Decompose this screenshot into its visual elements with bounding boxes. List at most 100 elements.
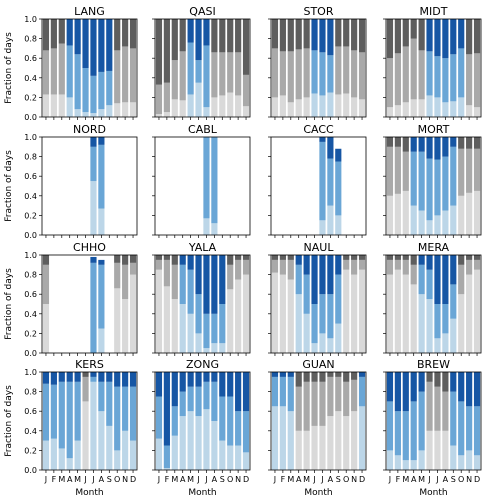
bar-segment — [235, 95, 242, 117]
bar-segment — [319, 220, 326, 235]
bar-segment — [90, 181, 97, 235]
bar-segment — [351, 379, 358, 412]
bar-segment — [426, 372, 433, 382]
bar-segment — [327, 255, 334, 295]
bar-segment — [303, 313, 310, 353]
bar-segment — [187, 94, 194, 117]
bar-segment — [303, 274, 310, 314]
xtick-label: M — [402, 475, 409, 484]
bar-segment — [271, 272, 279, 353]
bar-segment — [358, 259, 366, 270]
bar-segment — [394, 105, 401, 117]
bar-segment — [402, 190, 409, 235]
bar-segment — [394, 193, 401, 235]
bar-segment — [129, 386, 137, 441]
subplot: YALA — [152, 241, 251, 356]
bar-segment — [410, 38, 417, 100]
bar-segment — [394, 269, 401, 353]
bar-segment — [434, 304, 441, 339]
bar-segment — [179, 19, 186, 52]
bar-segment — [327, 376, 334, 417]
bar-segment — [171, 372, 178, 407]
xtick-label: J — [44, 475, 47, 484]
bar-segment — [74, 381, 81, 441]
bar-segment — [358, 255, 366, 260]
bar-segment — [155, 259, 163, 270]
bar-segment — [271, 406, 279, 470]
y-axis-label: Fraction of days — [4, 385, 14, 457]
bar-segment — [219, 255, 226, 304]
ytick-label: 0.0 — [24, 231, 37, 240]
bar-segment — [450, 255, 457, 285]
bar-segment — [442, 333, 449, 353]
subplot: CACC — [268, 123, 367, 238]
bar-segment — [114, 288, 121, 353]
xtick-label: F — [281, 475, 286, 484]
bar-segment — [327, 416, 334, 470]
bar-segment — [358, 372, 366, 377]
axes-frame — [154, 18, 251, 118]
bar-segment — [442, 102, 449, 117]
bar-segment — [311, 372, 318, 382]
bar-segment — [90, 256, 97, 263]
bar-segment — [155, 438, 163, 470]
y-axis-label: Fraction of days — [4, 268, 14, 340]
subplot: LANG 0.0 0.2 0.4 0.6 0.8 1.0 Fraction of days — [4, 5, 138, 122]
ytick-label: 0.4 — [24, 192, 37, 201]
xtick-label: A — [180, 475, 186, 484]
subplot-title: MIDT — [420, 5, 448, 18]
subplot: QASI — [152, 5, 251, 120]
bar-segment — [394, 19, 401, 54]
bar-segment — [287, 102, 294, 117]
xtick-label: J — [91, 475, 94, 484]
xtick-label: D — [359, 475, 365, 484]
xtick-label: M — [418, 475, 425, 484]
axes-frame — [270, 136, 367, 236]
bar-segment — [195, 416, 202, 470]
bar-segment — [466, 274, 473, 353]
bar-segment — [171, 299, 178, 353]
bar-segment — [351, 97, 358, 117]
subplot-title: NORD — [73, 123, 106, 136]
bar-segment — [402, 255, 409, 260]
bar-segment — [458, 401, 465, 456]
bar-segment — [203, 107, 210, 117]
ytick-label: 1.0 — [24, 368, 37, 377]
xtick-label: M — [187, 475, 194, 484]
x-axis-label: Month — [188, 488, 216, 498]
bar-segment — [458, 372, 465, 402]
bar-segment — [319, 294, 326, 334]
bar-segment — [271, 255, 279, 260]
bar-segment — [203, 218, 210, 235]
bar-segment — [442, 137, 449, 157]
bar-segment — [410, 460, 417, 470]
bar-segment — [335, 148, 342, 162]
ytick-label: 1.0 — [24, 133, 37, 142]
xtick-label: J — [83, 475, 86, 484]
bar-segment — [271, 48, 279, 98]
bar-segment — [171, 406, 178, 436]
bar-segment — [295, 386, 302, 431]
bar-segment — [466, 19, 473, 55]
bar-segment — [74, 54, 81, 110]
bar-segment — [203, 313, 210, 349]
bar-segment — [171, 255, 178, 265]
bar-segment — [98, 109, 105, 117]
bar-segment — [394, 411, 401, 456]
bar-segment — [335, 323, 342, 353]
subplot-title: STOR — [303, 5, 333, 18]
subplot-title: NAUL — [304, 241, 335, 254]
ytick-label: 0.8 — [24, 271, 37, 280]
bar-segment — [122, 386, 129, 431]
xtick-label: S — [107, 475, 112, 484]
bar-segment — [358, 99, 366, 117]
bar-segment — [235, 255, 242, 260]
bar-segment — [211, 137, 218, 224]
bar-segment — [50, 384, 57, 439]
bar-segment — [418, 372, 425, 392]
bar-segment — [66, 381, 73, 459]
bar-segment — [434, 430, 441, 470]
bar-segment — [227, 264, 234, 290]
